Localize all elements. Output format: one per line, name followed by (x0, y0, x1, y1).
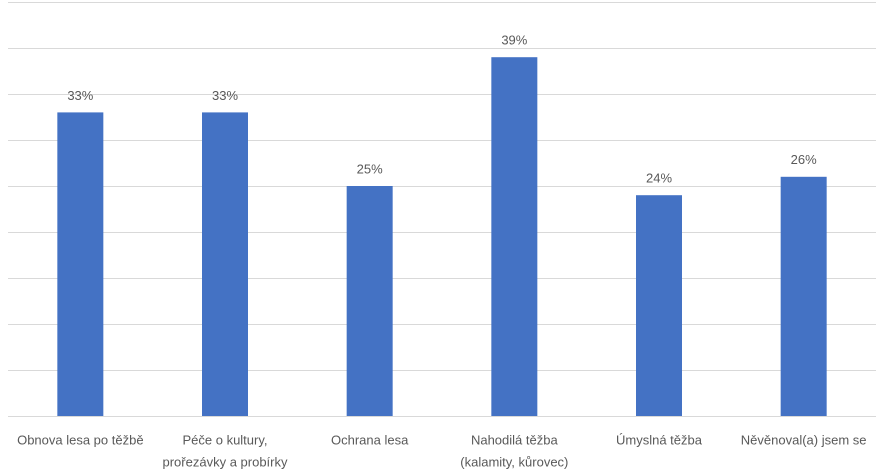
data-label: 39% (501, 33, 527, 48)
data-label: 33% (67, 88, 93, 103)
bar (636, 195, 682, 416)
x-tick-label: Obnova lesa po těžbě (17, 432, 143, 447)
x-tick-label: Něvěnoval(a) jsem se (741, 432, 867, 447)
x-tick-label: Péče o kultury, (182, 432, 267, 447)
x-tick-label: prořezávky a probírky (163, 454, 288, 469)
x-tick-label: (kalamity, kůrovec) (460, 454, 568, 469)
data-label: 33% (212, 88, 238, 103)
bar (57, 112, 104, 417)
x-tick-label: Úmyslná těžba (616, 432, 703, 447)
data-label: 25% (357, 161, 383, 176)
data-label: 26% (791, 152, 817, 167)
bar (780, 176, 827, 416)
bar (491, 57, 538, 416)
bar (202, 112, 248, 417)
bar (346, 186, 393, 416)
x-tick-label: Nahodilá těžba (471, 432, 558, 447)
x-tick-label: Ochrana lesa (331, 432, 409, 447)
data-label: 24% (646, 171, 672, 186)
